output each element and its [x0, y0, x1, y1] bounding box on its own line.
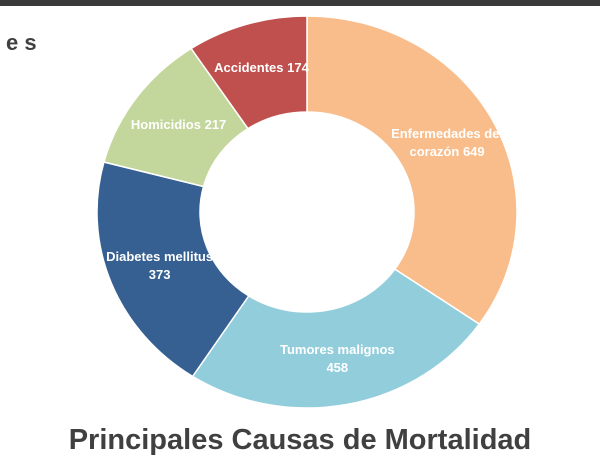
label-value: 217: [204, 116, 227, 132]
data-label: Enfermedades del corazón 649: [387, 125, 507, 161]
data-label: Homicidios 217: [119, 116, 239, 134]
top-bar: [0, 0, 600, 6]
donut-slice: [96, 161, 250, 378]
donut-slice: [191, 268, 481, 409]
label-category: Diabetes mellitus: [106, 249, 214, 265]
donut-slice: [190, 15, 308, 130]
donut-slice: [306, 15, 518, 326]
data-label: Diabetes mellitus 373: [100, 248, 220, 284]
label-value: 458: [326, 360, 349, 376]
label-category: Tumores malignos: [280, 342, 395, 358]
header-fragment: e s: [6, 30, 37, 55]
data-label: Tumores malignos 458: [277, 341, 397, 377]
chart-title: Principales Causas de Mortalidad: [68, 424, 532, 456]
label-value: 174: [287, 60, 309, 76]
label-value: 649: [462, 143, 485, 159]
label-category: Enfermedades del corazón: [391, 125, 504, 159]
label-value: 373: [148, 267, 171, 283]
label-category: Accidentes: [214, 60, 284, 76]
label-category: Homicidios: [130, 116, 201, 132]
data-label: Accidentes 174: [201, 59, 321, 77]
